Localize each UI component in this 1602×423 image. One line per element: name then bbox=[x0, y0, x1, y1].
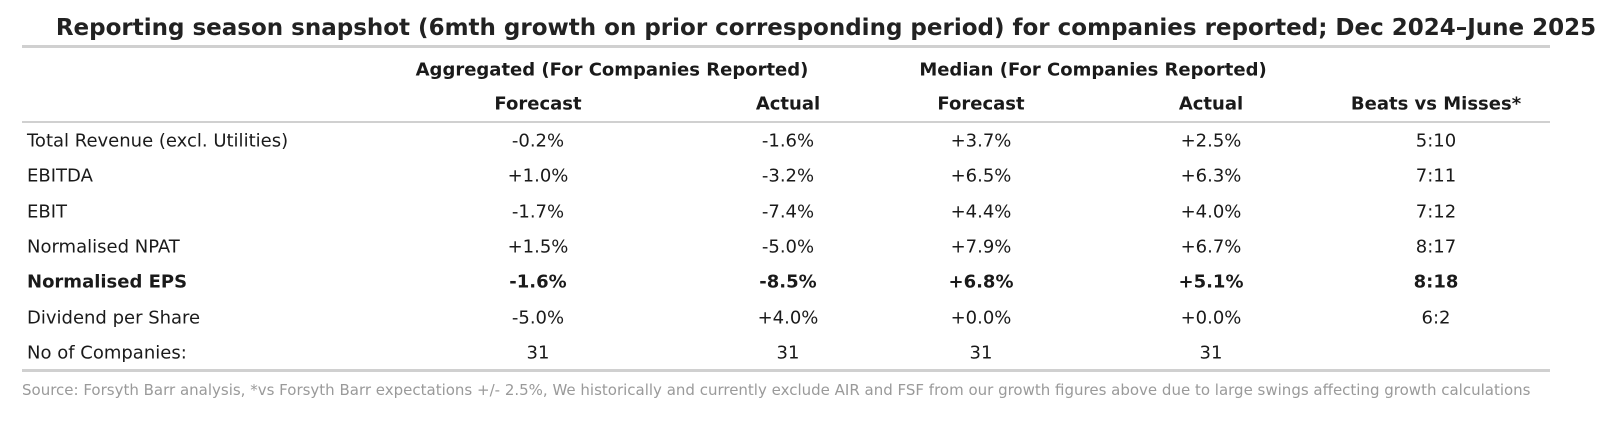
row-label: Normalised EPS bbox=[27, 271, 188, 293]
group-header: Aggregated (For Companies Reported) bbox=[415, 59, 809, 81]
row-label: EBITDA bbox=[27, 165, 93, 187]
cell: +4.0% bbox=[1180, 201, 1242, 223]
cell: 31 bbox=[526, 342, 550, 364]
cell: +4.0% bbox=[757, 307, 819, 328]
cell: +6.5% bbox=[950, 165, 1012, 187]
cell: 5:10 bbox=[1415, 130, 1457, 152]
cell: -7.4% bbox=[761, 201, 815, 223]
cell: 31 bbox=[776, 342, 800, 364]
cell: +6.3% bbox=[1180, 165, 1242, 187]
cell: 8:18 bbox=[1413, 271, 1459, 293]
cell: -5.0% bbox=[511, 307, 565, 328]
row-label: Normalised NPAT bbox=[27, 236, 180, 258]
cell: 7:12 bbox=[1415, 201, 1457, 223]
cell: +0.0% bbox=[1180, 307, 1242, 328]
title: Reporting season snapshot (6mth growth o… bbox=[55, 15, 1597, 41]
source-note: Source: Forsyth Barr analysis, *vs Forsy… bbox=[22, 381, 1531, 399]
cell: +1.0% bbox=[507, 165, 569, 187]
cell: +3.7% bbox=[950, 130, 1012, 152]
cell: -1.6% bbox=[509, 271, 567, 293]
column-header: Forecast bbox=[937, 93, 1025, 115]
cell: +6.7% bbox=[1180, 236, 1242, 258]
cell: -5.0% bbox=[761, 236, 815, 258]
cell: 31 bbox=[1199, 342, 1223, 364]
cell: -8.5% bbox=[759, 271, 817, 293]
cell: 7:11 bbox=[1415, 165, 1457, 187]
row-label: EBIT bbox=[27, 201, 68, 223]
row-label: Dividend per Share bbox=[27, 307, 201, 328]
cell: 6:2 bbox=[1421, 307, 1451, 328]
cell: +1.5% bbox=[507, 236, 569, 258]
cell: -0.2% bbox=[511, 130, 565, 152]
column-header: Beats vs Misses* bbox=[1350, 93, 1522, 115]
cell: +7.9% bbox=[950, 236, 1012, 258]
cell: -3.2% bbox=[761, 165, 815, 187]
row-label: Total Revenue (excl. Utilities) bbox=[27, 130, 289, 152]
column-header: Actual bbox=[755, 93, 821, 115]
cell: +2.5% bbox=[1180, 130, 1242, 152]
cell: -1.7% bbox=[511, 201, 565, 223]
cell: 8:17 bbox=[1415, 236, 1457, 258]
column-header: Actual bbox=[1178, 93, 1244, 115]
rule bbox=[22, 369, 1550, 372]
cell: -1.6% bbox=[761, 130, 815, 152]
rule bbox=[22, 45, 1550, 48]
cell: 31 bbox=[969, 342, 993, 364]
cell: +6.8% bbox=[948, 271, 1014, 293]
cell: +4.4% bbox=[950, 201, 1012, 223]
column-header: Forecast bbox=[494, 93, 582, 115]
row-label: No of Companies: bbox=[27, 342, 187, 364]
cell: +0.0% bbox=[950, 307, 1012, 328]
cell: +5.1% bbox=[1178, 271, 1244, 293]
group-header: Median (For Companies Reported) bbox=[919, 59, 1267, 81]
rule bbox=[22, 121, 1550, 123]
